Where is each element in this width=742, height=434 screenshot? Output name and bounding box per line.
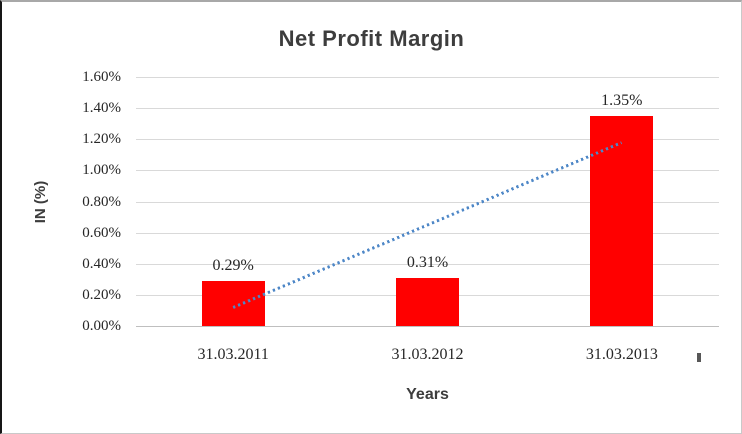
y-tick-label: 0.00% [82,318,121,334]
x-axis-line [136,326,719,327]
x-axis-title: Years [406,386,449,403]
gridline [136,77,719,78]
gridline [136,201,719,203]
gridline [136,139,719,141]
bar-data-label: 0.31% [406,253,449,271]
y-tick-label: 0.40% [82,255,121,272]
gridline [136,170,719,172]
cursor-artifact [697,353,701,362]
gridline [136,263,719,265]
bar [201,280,265,326]
gridline [136,232,719,234]
bar-data-label: 1.35% [601,91,643,109]
chart-title: Net Profit Margin [278,26,465,51]
plot-area: 0.29% 0.31% 1.35% [136,77,719,327]
y-tick-label: 1.00% [82,162,121,179]
x-tick-label: 31.03.2012 [391,346,464,363]
y-tick-label: 0.20% [82,286,121,303]
y-tick-label: 1.20% [82,131,121,148]
y-tick-label: 0.60% [82,224,121,241]
x-tick-label: 31.03.2011 [197,346,269,363]
bar-data-label: 0.29% [212,256,254,274]
bar [396,277,459,326]
x-tick-label: 31.03.2013 [585,346,658,363]
y-tick-label: 1.40% [82,100,121,117]
y-tick-label: 1.60% [82,69,121,85]
bar [590,115,654,326]
y-tick-label: 0.80% [82,193,121,210]
gridline [136,108,719,110]
